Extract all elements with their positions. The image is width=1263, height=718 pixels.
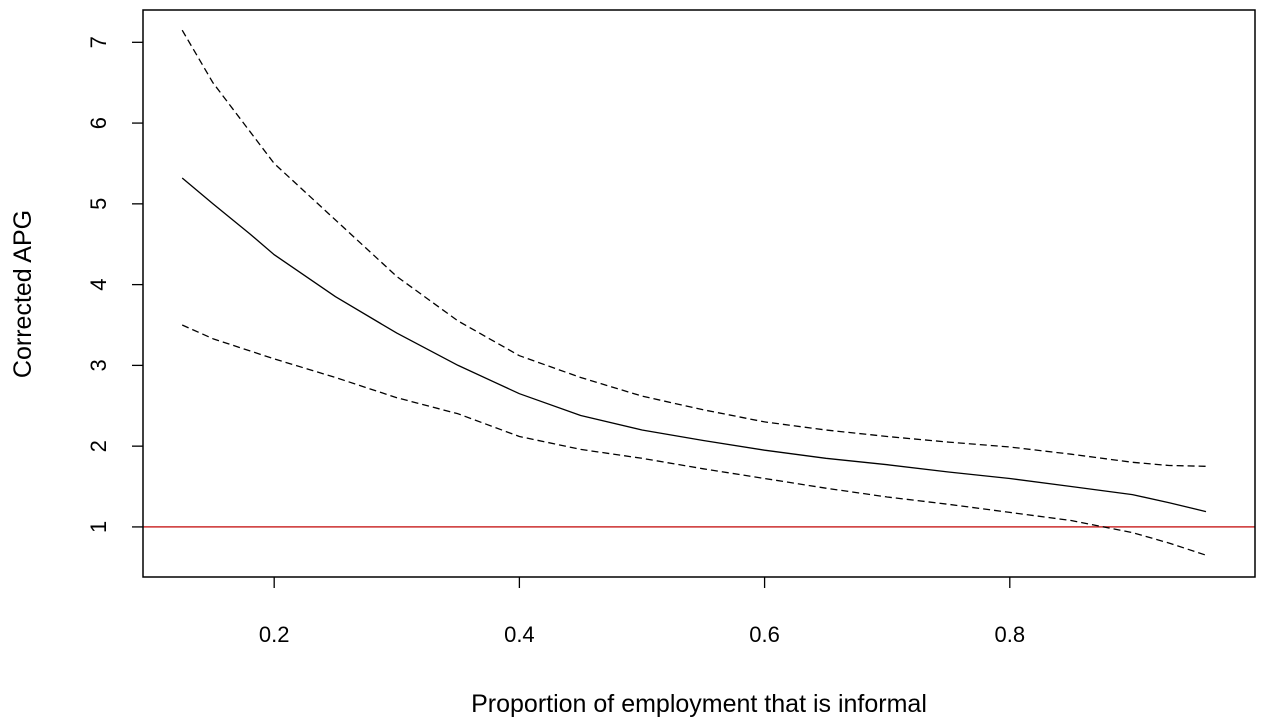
plot-marks: [143, 29, 1255, 556]
y-tick-label: 1: [86, 521, 111, 533]
x-tick-label: 0.4: [504, 622, 535, 647]
x-tick-label: 0.6: [749, 622, 780, 647]
confidence-band-line-2: [181, 324, 1207, 556]
x-axis: 0.2 0.4 0.6 0.8: [259, 577, 1025, 647]
y-tick-label: 4: [86, 278, 111, 290]
x-axis-title: Proportion of employment that is informa…: [471, 690, 927, 718]
y-tick-label: 3: [86, 359, 111, 371]
y-axis-title: Corrected APG: [9, 210, 37, 378]
y-axis: 1 2 3 4 5 6 7: [86, 36, 143, 533]
estimate-line: [181, 177, 1207, 513]
y-tick-label: 2: [86, 440, 111, 452]
y-tick-label: 6: [86, 117, 111, 129]
plot-frame: [142, 9, 1256, 578]
x-tick-label: 0.2: [259, 622, 290, 647]
x-tick-label: 0.8: [994, 622, 1025, 647]
y-tick-label: 7: [86, 36, 111, 48]
y-tick-label: 5: [86, 198, 111, 210]
confidence-band-line-1: [181, 29, 1207, 467]
